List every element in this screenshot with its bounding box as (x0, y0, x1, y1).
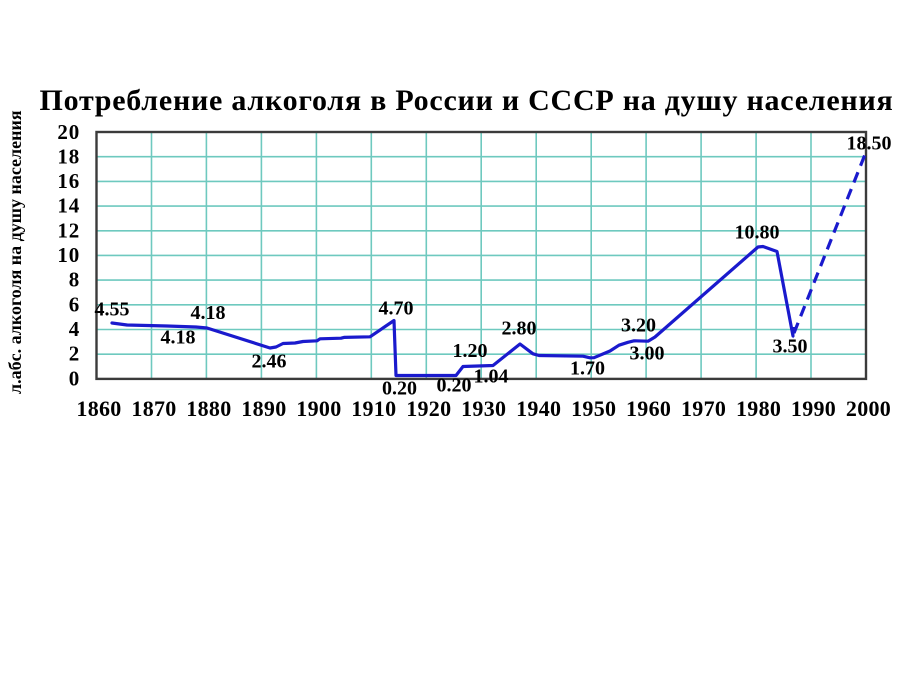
svg-text:1940: 1940 (516, 396, 561, 421)
svg-text:20: 20 (57, 120, 80, 144)
svg-text:2.46: 2.46 (252, 351, 287, 373)
svg-text:2: 2 (69, 342, 80, 366)
svg-text:1990: 1990 (791, 396, 836, 421)
svg-text:18: 18 (57, 144, 80, 168)
svg-text:4: 4 (69, 317, 80, 341)
svg-text:1970: 1970 (681, 396, 726, 421)
svg-text:0.20: 0.20 (382, 378, 417, 400)
svg-text:1980: 1980 (736, 396, 781, 421)
svg-text:14: 14 (57, 194, 80, 218)
svg-text:3.20: 3.20 (621, 315, 656, 337)
svg-text:10: 10 (57, 243, 80, 267)
svg-text:6: 6 (69, 292, 80, 316)
svg-text:Потребление алкоголя в России: Потребление алкоголя в России и СССР на … (40, 84, 894, 117)
svg-text:1860: 1860 (76, 396, 121, 421)
svg-text:18.50: 18.50 (847, 133, 892, 155)
svg-text:1.04: 1.04 (474, 366, 509, 388)
svg-text:4.18: 4.18 (191, 302, 226, 324)
svg-text:4.70: 4.70 (379, 298, 414, 320)
svg-text:1870: 1870 (131, 396, 176, 421)
svg-text:3.00: 3.00 (630, 343, 665, 365)
svg-text:4.55: 4.55 (95, 299, 130, 321)
svg-text:0.20: 0.20 (437, 375, 472, 397)
svg-text:2.80: 2.80 (502, 318, 537, 340)
svg-text:1950: 1950 (571, 396, 616, 421)
svg-text:1890: 1890 (241, 396, 286, 421)
svg-text:10.80: 10.80 (735, 222, 780, 244)
svg-text:л.абс. алкоголя на душу населе: л.абс. алкоголя на душу населения (5, 110, 25, 394)
svg-text:16: 16 (57, 169, 80, 193)
svg-text:1880: 1880 (186, 396, 231, 421)
svg-text:1920: 1920 (406, 396, 451, 421)
svg-text:12: 12 (57, 218, 80, 242)
svg-text:1.20: 1.20 (453, 340, 488, 362)
svg-text:1910: 1910 (351, 396, 396, 421)
svg-text:1930: 1930 (461, 396, 506, 421)
svg-text:3.50: 3.50 (773, 336, 808, 358)
svg-text:4.18: 4.18 (161, 327, 196, 349)
svg-text:8: 8 (69, 268, 80, 292)
svg-text:1900: 1900 (296, 396, 341, 421)
svg-text:1.70: 1.70 (570, 358, 605, 380)
svg-text:1960: 1960 (626, 396, 671, 421)
svg-text:2000: 2000 (846, 396, 891, 421)
svg-text:0: 0 (69, 366, 80, 390)
